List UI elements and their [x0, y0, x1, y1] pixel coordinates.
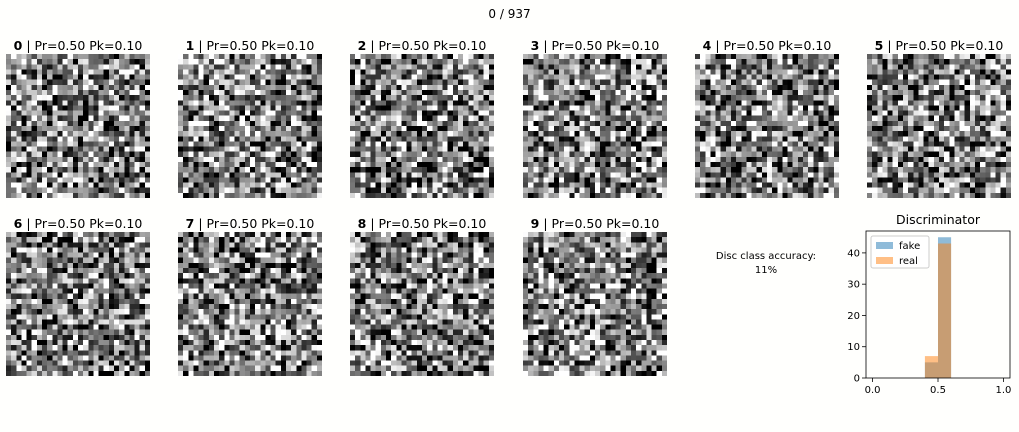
progress-title: 0 / 937 — [488, 7, 531, 21]
panel-index: 6 — [13, 216, 23, 231]
noise-image — [867, 54, 1011, 198]
panel-index: 5 — [874, 38, 884, 53]
accuracy-label: Disc class accuracy: — [715, 251, 817, 262]
panel-stats: | Pr=0.50 Pk=0.10 — [22, 38, 143, 53]
panel-stats: | Pr=0.50 Pk=0.10 — [194, 216, 315, 231]
panel-title: 0 | Pr=0.50 Pk=0.10 — [0, 38, 170, 53]
histogram-axes: 0.0 0.5 1.0 0 10 20 30 40 — [847, 248, 1011, 396]
noise-image — [695, 54, 839, 198]
panel-title: 3 | Pr=0.50 Pk=0.10 — [503, 38, 687, 53]
y-tick-label: 30 — [847, 280, 860, 291]
y-tick-label: 40 — [847, 248, 860, 259]
legend-swatch-real — [876, 257, 893, 264]
legend-label-real: real — [899, 256, 918, 267]
panel-title: 4 | Pr=0.50 Pk=0.10 — [675, 38, 859, 53]
panel-title: 8 | Pr=0.50 Pk=0.10 — [330, 216, 514, 231]
panel-stats: | Pr=0.50 Pk=0.10 — [539, 216, 660, 231]
noise-image — [350, 232, 494, 376]
panel-stats: | Pr=0.50 Pk=0.10 — [194, 38, 315, 53]
panel-index: 2 — [357, 38, 367, 53]
y-tick-label: 20 — [847, 311, 860, 322]
noise-image — [523, 232, 667, 376]
panel-index: 0 — [13, 38, 23, 53]
accuracy-value: 11% — [754, 265, 778, 276]
chart-title: Discriminator — [895, 212, 980, 227]
discriminator-histogram: 0.0 0.5 1.0 0 10 20 30 40 fake real — [847, 230, 1011, 396]
chart-legend: fake real — [870, 235, 930, 269]
panel-index: 9 — [530, 216, 540, 231]
x-tick-label: 1.0 — [996, 385, 1012, 396]
panel-index: 7 — [185, 216, 195, 231]
panel-title: 9 | Pr=0.50 Pk=0.10 — [503, 216, 687, 231]
hist-bar-real — [924, 356, 938, 378]
hist-bar-real — [938, 243, 952, 378]
noise-image — [6, 54, 150, 198]
panel-title: 2 | Pr=0.50 Pk=0.10 — [330, 38, 514, 53]
panel-stats: | Pr=0.50 Pk=0.10 — [711, 38, 832, 53]
panel-title: 7 | Pr=0.50 Pk=0.10 — [158, 216, 342, 231]
accuracy-readout: Disc class accuracy: 11% — [700, 250, 832, 278]
panel-index: 3 — [530, 38, 540, 53]
panel-title: 6 | Pr=0.50 Pk=0.10 — [0, 216, 170, 231]
legend-label-fake: fake — [899, 241, 920, 252]
x-tick-label: 0.5 — [930, 385, 946, 396]
panel-title: 1 | Pr=0.50 Pk=0.10 — [158, 38, 342, 53]
y-tick-label: 0 — [854, 374, 860, 385]
panel-title: 5 | Pr=0.50 Pk=0.10 — [847, 38, 1019, 53]
noise-image — [523, 54, 667, 198]
panel-index: 1 — [185, 38, 195, 53]
noise-image — [350, 54, 494, 198]
panel-stats: | Pr=0.50 Pk=0.10 — [22, 216, 143, 231]
panel-index: 8 — [357, 216, 367, 231]
panel-stats: | Pr=0.50 Pk=0.10 — [366, 216, 487, 231]
y-tick-label: 10 — [847, 342, 860, 353]
panel-stats: | Pr=0.50 Pk=0.10 — [366, 38, 487, 53]
legend-swatch-fake — [876, 242, 893, 249]
panel-stats: | Pr=0.50 Pk=0.10 — [883, 38, 1004, 53]
noise-image — [178, 232, 322, 376]
x-tick-label: 0.0 — [865, 385, 881, 396]
noise-image — [178, 54, 322, 198]
histogram-bars — [924, 237, 952, 378]
noise-image — [6, 232, 150, 376]
panel-stats: | Pr=0.50 Pk=0.10 — [539, 38, 660, 53]
panel-index: 4 — [702, 38, 712, 53]
